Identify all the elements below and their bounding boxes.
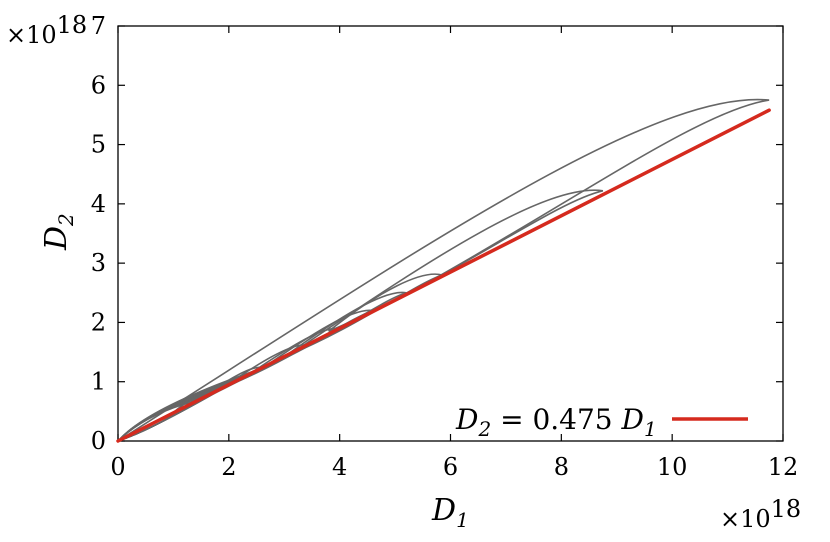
x-tick-label: 0 xyxy=(110,453,125,481)
x-tick-labels: 0 2 4 6 8 10 12 xyxy=(110,453,798,481)
x-tick-label: 10 xyxy=(657,453,688,481)
axis-ticks xyxy=(117,25,784,442)
y-tick-label: 1 xyxy=(91,368,106,396)
y-tick-label: 5 xyxy=(91,131,106,159)
y-tick-label: 6 xyxy=(91,71,106,99)
plot-frame xyxy=(117,25,784,442)
legend-label: D2 = 0.475 D1 xyxy=(455,403,657,441)
x-tick-label: 2 xyxy=(221,453,236,481)
trajectory-loop xyxy=(117,98,770,442)
y-tick-label: 4 xyxy=(91,190,106,218)
y-multiplier: ×1018 xyxy=(6,11,87,49)
x-tick-label: 8 xyxy=(554,453,569,481)
legend: D2 = 0.475 D1 xyxy=(455,403,748,441)
x-tick-label: 4 xyxy=(332,453,347,481)
fit-line xyxy=(116,108,771,443)
y-tick-labels: 0 1 2 3 4 5 6 7 xyxy=(91,12,106,455)
x-axis-label: D1 xyxy=(431,493,469,532)
y-tick-label: 2 xyxy=(91,308,106,336)
x-multiplier: ×1018 xyxy=(720,495,801,533)
x-tick-label: 12 xyxy=(768,453,799,481)
y-axis-label: D2 xyxy=(39,213,78,251)
y-tick-label: 7 xyxy=(91,12,106,40)
y-tick-label: 0 xyxy=(91,427,106,455)
y-tick-label: 3 xyxy=(91,249,106,277)
x-tick-label: 6 xyxy=(443,453,458,481)
